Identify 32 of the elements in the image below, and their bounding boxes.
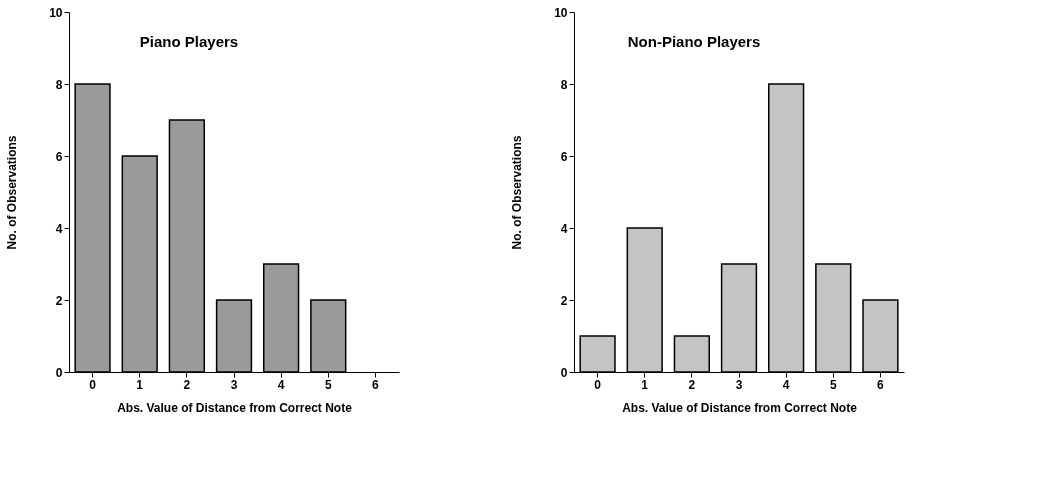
y-tick-label: 10 (554, 5, 568, 20)
text: Non-Piano Players (627, 33, 761, 50)
y-tick-label: 8 (560, 77, 568, 92)
y-tick-label: 0 (560, 365, 568, 380)
x-tick-label: 0 (89, 377, 97, 392)
x-tick-label: 1 (136, 377, 144, 392)
x-tick-label: 4 (782, 377, 790, 392)
x-tick-label: 4 (277, 377, 285, 392)
y-tick-label: 2 (55, 293, 63, 308)
y-tick-label: 4 (560, 221, 568, 236)
x-tick-label: 5 (324, 377, 332, 392)
x-tick-label: 5 (829, 377, 837, 392)
y-tick-label: 2 (560, 293, 568, 308)
x-axis-title: Abs. Value of Distance from Correct Note (117, 400, 353, 415)
x-tick-label: 3 (230, 377, 238, 392)
x-axis-title: Abs. Value of Distance from Correct Note (622, 400, 858, 415)
x-tick-label: 1 (641, 377, 649, 392)
y-tick-label: 4 (55, 221, 63, 236)
y-axis-title: No. of Observations (5, 135, 20, 250)
x-tick-label: 3 (735, 377, 743, 392)
x-tick-label: 0 (594, 377, 602, 392)
y-tick-label: 6 (560, 149, 568, 164)
y-axis-title: No. of Observations (510, 135, 525, 250)
y-tick-label: 6 (55, 149, 63, 164)
y-tick-label: 8 (55, 77, 63, 92)
x-tick-label: 6 (372, 377, 380, 392)
x-tick-label: 2 (183, 377, 191, 392)
text: Piano Players (139, 33, 239, 50)
x-tick-label: 6 (877, 377, 885, 392)
y-tick-label: 10 (49, 5, 63, 20)
x-tick-label: 2 (688, 377, 696, 392)
y-tick-label: 0 (55, 365, 63, 380)
